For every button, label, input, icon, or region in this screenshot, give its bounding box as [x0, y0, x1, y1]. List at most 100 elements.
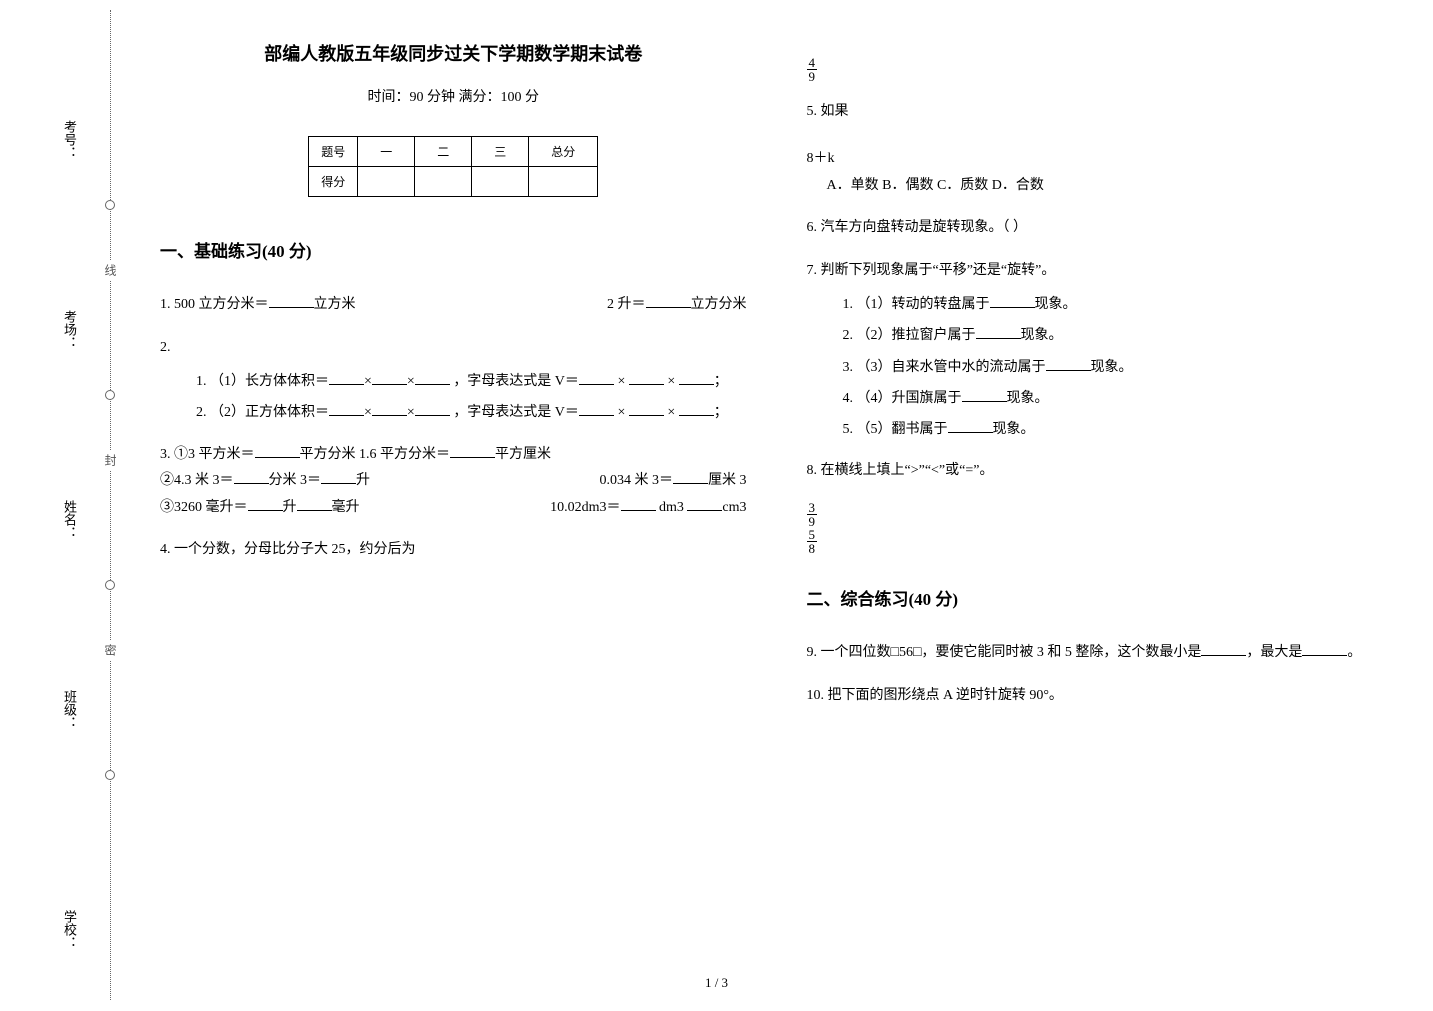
q2-1-a: （1）长方体体积＝: [210, 374, 329, 389]
section2-title: 二、综合练习(40 分): [807, 585, 1394, 610]
score-table: 题号 一 二 三 总分 得分: [308, 136, 598, 197]
q9-a: 9. 一个四位数□56□，要使它能同时被 3 和 5 整除，这个数最小是: [807, 645, 1202, 660]
q2-1-x2: ×: [407, 374, 415, 389]
q2-2-b4: [579, 402, 614, 416]
margin-text-feng: 封: [102, 450, 119, 470]
q4-text: 4. 一个分数，分母比分子大 25，约分后为: [160, 542, 416, 557]
q1-p1a: 1. 500 立方分米＝: [160, 297, 269, 312]
question-8: 8. 在横线上填上“>”“<”或“=”。: [807, 458, 1394, 485]
question-2: 2. （1）长方体体积＝×× ，字母表达式是 V＝ × × ； （2）正方体体积…: [160, 335, 747, 426]
q5-expr: 8＋k: [807, 146, 1394, 173]
q9-blank1: [1201, 642, 1246, 656]
q2-2-b5: [629, 402, 664, 416]
q2-2-b6: [679, 402, 714, 416]
td-label: 得分: [309, 167, 358, 197]
td-1: [358, 167, 415, 197]
q7-2-blank: [976, 325, 1021, 339]
q2-2-b1: [329, 402, 364, 416]
q2-list: （1）长方体体积＝×× ，字母表达式是 V＝ × × ； （2）正方体体积＝××…: [160, 369, 747, 425]
margin-text-mi: 密: [102, 640, 119, 660]
q7-2b: 现象。: [1021, 328, 1063, 343]
q3-l3-b1: [248, 497, 283, 511]
frac-4-9: 4 9: [807, 56, 1394, 83]
q2-num: 2.: [160, 340, 171, 355]
q7-3b: 现象。: [1091, 360, 1133, 375]
question-9: 9. 一个四位数□56□，要使它能同时被 3 和 5 整除，这个数最小是，最大是…: [807, 640, 1394, 667]
q2-2-d: ，字母表达式是 V＝: [450, 405, 579, 420]
question-3: 3. ①3 平方米＝平方分米 1.6 平方分米＝平方厘米 ②4.3 米 3＝分米…: [160, 442, 747, 522]
fraction-3-9: 3 9: [807, 501, 818, 528]
q7-list: （1）转动的转盘属于现象。 （2）推拉窗户属于现象。 （3）自来水管中水的流动属…: [807, 292, 1394, 442]
q3-l3e: dm3: [656, 500, 688, 515]
q2-2-g: ；: [714, 405, 728, 420]
q7-1a: （1）转动的转盘属于: [857, 297, 990, 312]
q3-l3-right: 10.02dm3＝ dm3 cm3: [550, 495, 746, 522]
margin-label-school: 学校：: [60, 910, 79, 949]
question-1: 1. 500 立方分米＝ 立方米 2 升＝ 立方分米: [160, 292, 747, 319]
q3-l2-right: 0.034 米 3＝厘米 3: [600, 468, 747, 495]
margin-circle-1: [105, 200, 115, 210]
margin-label-class: 班级：: [60, 690, 79, 729]
q3-l2-b2: [321, 470, 356, 484]
q2-1-b1: [329, 371, 364, 385]
q1-p2b: 立方分米: [691, 297, 747, 312]
q7-3-blank: [1046, 357, 1091, 371]
q3-l3-b3: [621, 497, 656, 511]
q2-1-f: ×: [664, 374, 679, 389]
margin-circle-4: [105, 770, 115, 780]
q3-line1: 3. ①3 平方米＝平方分米 1.6 平方分米＝平方厘米: [160, 442, 747, 469]
q3-l2-left: ②4.3 米 3＝分米 3＝升: [160, 468, 370, 495]
q1-p2a: 2 升＝: [607, 297, 646, 312]
question-6: 6. 汽车方向盘转动是旋转现象。（ ）: [807, 215, 1394, 242]
q3-l2d: 0.034 米 3＝: [600, 473, 674, 488]
question-10: 10. 把下面的图形绕点 A 逆时针旋转 90°。: [807, 683, 1394, 710]
q1-part2: 2 升＝ 立方分米: [607, 292, 747, 319]
q3-l2a: ②4.3 米 3＝: [160, 473, 234, 488]
q3-l1c: 平方厘米: [495, 447, 551, 462]
th-3: 三: [472, 137, 529, 167]
q1-blank2: [646, 294, 691, 308]
q3-l3c: 毫升: [332, 500, 360, 515]
q3-l1-b2: [450, 444, 495, 458]
q3-l3-left: ③3260 毫升＝升毫升: [160, 495, 360, 522]
fraction-5-8: 5 8: [807, 528, 818, 555]
exam-title: 部编人教版五年级同步过关下学期数学期末试卷: [160, 40, 747, 66]
dotted-binding-line: [110, 10, 111, 1000]
td-3: [472, 167, 529, 197]
frac49-den: 9: [807, 70, 818, 83]
q7-1b: 现象。: [1035, 297, 1077, 312]
q2-2-x1: ×: [364, 405, 372, 420]
q2-1-g: ；: [714, 374, 728, 389]
q7-3a: （3）自来水管中水的流动属于: [857, 360, 1046, 375]
q7-5-blank: [948, 419, 993, 433]
q2-item-1: （1）长方体体积＝×× ，字母表达式是 V＝ × × ；: [210, 369, 747, 394]
section1-title: 一、基础练习(40 分): [160, 237, 747, 262]
td-total: [529, 167, 598, 197]
frac49-num: 4: [807, 56, 818, 70]
q7-5a: （5）翻书属于: [857, 422, 948, 437]
margin-label-name: 姓名：: [60, 500, 79, 539]
margin-circle-2: [105, 390, 115, 400]
td-2: [415, 167, 472, 197]
q2-1-b4: [579, 371, 614, 385]
q3-l2c: 升: [356, 473, 370, 488]
q1-p1b: 立方米: [314, 297, 356, 312]
q7-item-2: （2）推拉窗户属于现象。: [857, 323, 1394, 348]
q7-item-5: （5）翻书属于现象。: [857, 417, 1394, 442]
q2-1-x1: ×: [364, 374, 372, 389]
q3-line2: ②4.3 米 3＝分米 3＝升 0.034 米 3＝厘米 3: [160, 468, 747, 495]
q1-part1: 1. 500 立方分米＝ 立方米: [160, 292, 356, 319]
q3-l3f: cm3: [722, 500, 746, 515]
page-number: 1 / 3: [705, 975, 728, 991]
margin-circle-3: [105, 580, 115, 590]
frac58-den: 8: [807, 542, 818, 555]
q3-l3a: ③3260 毫升＝: [160, 500, 248, 515]
q2-2-b3: [415, 402, 450, 416]
right-column: 4 9 5. 如果 8＋k A．单数 B．偶数 C．质数 D．合数 6. 汽车方…: [807, 40, 1394, 726]
left-column: 部编人教版五年级同步过关下学期数学期末试卷 时间：90 分钟 满分：100 分 …: [160, 40, 747, 726]
q3-line3: ③3260 毫升＝升毫升 10.02dm3＝ dm3 cm3: [160, 495, 747, 522]
q2-2-b2: [372, 402, 407, 416]
q7-item-4: （4）升国旗属于现象。: [857, 386, 1394, 411]
margin-label-examno: 考号：: [60, 120, 79, 159]
q2-1-b6: [679, 371, 714, 385]
